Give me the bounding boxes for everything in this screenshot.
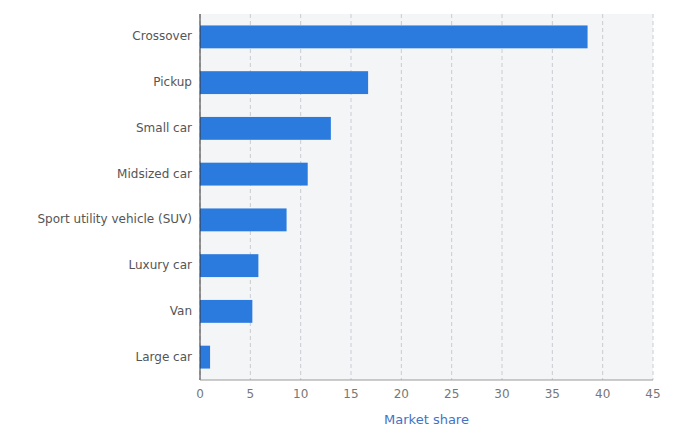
bar [200,163,308,186]
category-label: Sport utility vehicle (SUV) [38,212,193,226]
tick-label: 5 [247,387,255,401]
tick-label: 15 [343,387,358,401]
grid-line [300,14,301,380]
y-axis: Large car Van Luxury car Sport utility vehi… [38,29,193,363]
grid-line [200,14,201,380]
grid [200,14,653,380]
tick-label: 10 [293,387,308,401]
bar [200,300,252,323]
bar [200,25,588,48]
grid-line [602,14,603,380]
x-axis: 0 5 10 15 20 25 30 35 40 45 [196,387,660,401]
bar [200,208,287,231]
tick-label: 40 [595,387,610,401]
grid-line [552,14,553,380]
tick-label: 45 [645,387,660,401]
category-label: Pickup [153,75,192,89]
chart-container: 0 5 10 15 20 25 30 35 40 45 Large car Van Luxury car… [0,0,673,438]
tick-label: 25 [444,387,459,401]
page: {"chart_data": {"type": "bar", "orientat… [0,0,673,438]
grid-line [451,14,452,380]
grid-line [653,14,654,380]
tick-label: 30 [494,387,509,401]
grid-line [502,14,503,380]
chart: 0 5 10 15 20 25 30 35 40 45 Large car Van Luxury car… [0,0,673,438]
axis-line [200,380,653,381]
category-label: Large car [136,350,193,364]
plot-background [200,14,653,380]
bar [200,71,368,94]
bar [200,346,210,369]
tick-label: 0 [196,387,204,401]
tick-label: 35 [545,387,560,401]
bar [200,254,258,277]
category-label: Midsized car [117,167,192,181]
category-label: Van [170,304,192,318]
axis-title: Market share [384,412,469,427]
grid-line [401,14,402,380]
bars [200,25,588,368]
category-label: Crossover [132,29,192,43]
category-label: Small car [136,121,192,135]
bar [200,117,331,140]
grid-line [351,14,352,380]
axis-line [200,14,201,380]
tick-label: 20 [394,387,409,401]
grid-line [250,14,251,380]
category-label: Luxury car [128,258,192,272]
